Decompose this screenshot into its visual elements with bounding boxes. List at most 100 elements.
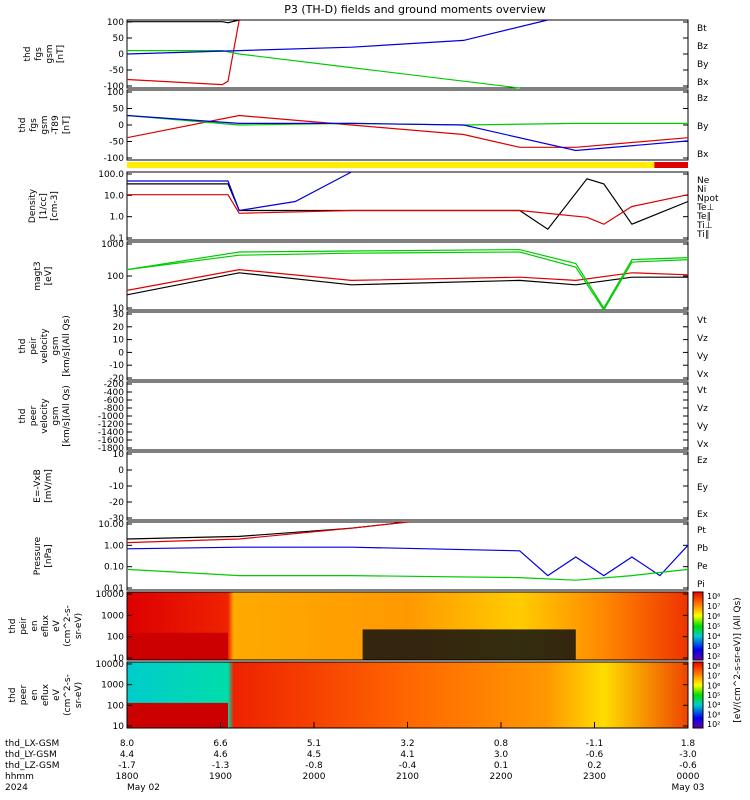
y-tick-label: 50 <box>113 34 125 44</box>
spectrogram-low-flux-region <box>362 629 576 660</box>
time-axis-value: -1.3 <box>212 761 230 771</box>
y-axis-label: E=-VxB <box>33 469 43 503</box>
time-axis-row-label: hhmm <box>5 772 34 782</box>
colorbar-tick-label: 10⁶ <box>707 681 720 690</box>
y-axis-label: peer <box>29 405 39 426</box>
time-axis-value: 2200 <box>490 772 513 782</box>
legend-Te⊥: Te⊥ <box>696 203 715 213</box>
y-tick-label: 100 <box>107 633 124 643</box>
y-tick-label: -800 <box>104 404 125 414</box>
legend-Vx: Vx <box>697 440 709 450</box>
series-Pi <box>126 544 689 577</box>
y-tick-label: 30 <box>113 310 125 320</box>
y-tick-label: -1000 <box>98 412 124 422</box>
y-tick-label: 1000 <box>101 611 124 621</box>
colorbar-1 <box>692 591 704 661</box>
time-axis-value: 5.1 <box>307 739 321 749</box>
panel-frame <box>126 591 689 661</box>
y-tick-label: -600 <box>104 396 125 406</box>
legend-Vx: Vx <box>697 370 709 380</box>
y-tick-label: 0.1 <box>110 234 124 244</box>
time-axis-value: 0.8 <box>494 739 509 749</box>
y-tick-label: -200 <box>104 380 125 390</box>
legend-Ne: Ne <box>697 176 710 186</box>
y-tick-label: 1.00 <box>104 541 124 551</box>
y-tick-label: -50 <box>109 66 124 76</box>
y-axis-label: -T89 <box>51 115 61 135</box>
y-axis-label: gsm <box>40 115 50 134</box>
panel-6: -200-400-600-800-1000-1200-1400-1600-180… <box>18 380 709 454</box>
y-axis-label: (cm^2-s- <box>63 674 73 716</box>
y-axis-label: fgs <box>34 47 44 61</box>
y-tick-label: -1800 <box>98 444 124 454</box>
legend-Ti⊥: Ti⊥ <box>696 221 713 231</box>
y-tick-label: -50 <box>109 138 124 148</box>
time-axis-value: 0000 <box>677 772 700 782</box>
legend-Te∥: Te∥ <box>696 212 711 222</box>
y-tick-label: -1200 <box>98 420 124 430</box>
series-Bz <box>126 114 689 148</box>
y-axis-label: thd <box>18 339 28 354</box>
y-tick-label: 10000 <box>95 660 124 670</box>
date-start-label: May 02 <box>127 783 160 793</box>
y-axis-label: Density <box>28 188 38 223</box>
y-axis-label: eflux <box>41 614 51 637</box>
y-axis-label: eflux <box>41 683 51 706</box>
y-axis-label: [nPa] <box>44 544 54 567</box>
legend-Pt: Pt <box>697 526 706 536</box>
y-tick-label: -20 <box>109 374 124 384</box>
y-tick-label: -20 <box>109 498 124 508</box>
y-tick-label: 1000 <box>101 681 124 691</box>
colorbar-tick-label: 10⁴ <box>707 632 720 641</box>
y-tick-label: 10 <box>113 450 125 460</box>
colorbar-tick-label: 10⁷ <box>707 672 720 681</box>
panel-1: 100 50 0 -50 -100 thd fgs gsm [nT] Bt Bz By Bx <box>23 18 709 92</box>
time-axis-row-label: thd_LY-GSM <box>5 750 57 760</box>
time-axis-value: 3.0 <box>494 750 509 760</box>
y-axis-label: en <box>30 620 40 631</box>
time-axis-value: -0.4 <box>399 761 417 771</box>
time-axis-value: 0.1 <box>494 761 508 771</box>
legend-Pb: Pb <box>697 544 708 554</box>
time-axis-value: -0.6 <box>679 761 697 771</box>
y-tick-label: 10.0 <box>104 191 124 201</box>
y-tick-label: -100 <box>104 82 125 92</box>
time-axis-value: -3.0 <box>679 750 697 760</box>
y-axis-label: [cm-3] <box>50 191 60 221</box>
y-axis-label: thd <box>8 688 18 703</box>
series-Bx <box>126 114 689 152</box>
time-axis-row-label: thd_LZ-GSM <box>5 761 60 771</box>
y-axis-label: peir <box>29 337 39 355</box>
panel-5: 30 20 10 0 -10 -20 thd peir velocity gsm [km/s](Al… <box>18 310 709 384</box>
y-axis-label: sr-eV) <box>74 682 84 708</box>
time-axis-value: -1.1 <box>586 739 604 749</box>
colorbar-tick-label: 10⁵ <box>707 622 720 631</box>
y-axis-label: gsm <box>51 406 61 425</box>
y-tick-label: 20 <box>113 323 125 333</box>
quality-bar-bad <box>654 162 688 168</box>
colorbar-tick-label: 10⁸ <box>707 662 720 671</box>
y-tick-label: -10 <box>109 482 124 492</box>
y-axis-label: Pressure <box>33 536 43 575</box>
series-By <box>127 49 520 89</box>
y-tick-label: 100 <box>107 18 124 28</box>
legend-Bz: Bz <box>697 42 708 52</box>
series-Te⊥ <box>126 268 689 291</box>
y-tick-label: 0.10 <box>104 563 124 573</box>
time-axis-value: -1.7 <box>118 761 136 771</box>
legend-By: By <box>697 60 709 70</box>
legend-Vy: Vy <box>697 422 709 432</box>
y-tick-label: 0 <box>118 466 124 476</box>
legend-Npot: Npot <box>697 194 719 204</box>
y-axis-label: sr-eV) <box>74 613 84 639</box>
y-tick-label: 1.0 <box>110 213 125 223</box>
time-axis-value: 4.4 <box>120 750 135 760</box>
colorbar-tick-label: 10⁶ <box>707 612 720 621</box>
y-tick-label: 10 <box>113 304 125 314</box>
time-axis-value: 2100 <box>396 772 419 782</box>
time-axis-value: 3.2 <box>400 739 414 749</box>
y-axis-label: [km/s](All Qs) <box>62 315 72 377</box>
time-axis-value: 2300 <box>583 772 606 782</box>
y-tick-label: -30 <box>109 514 124 524</box>
